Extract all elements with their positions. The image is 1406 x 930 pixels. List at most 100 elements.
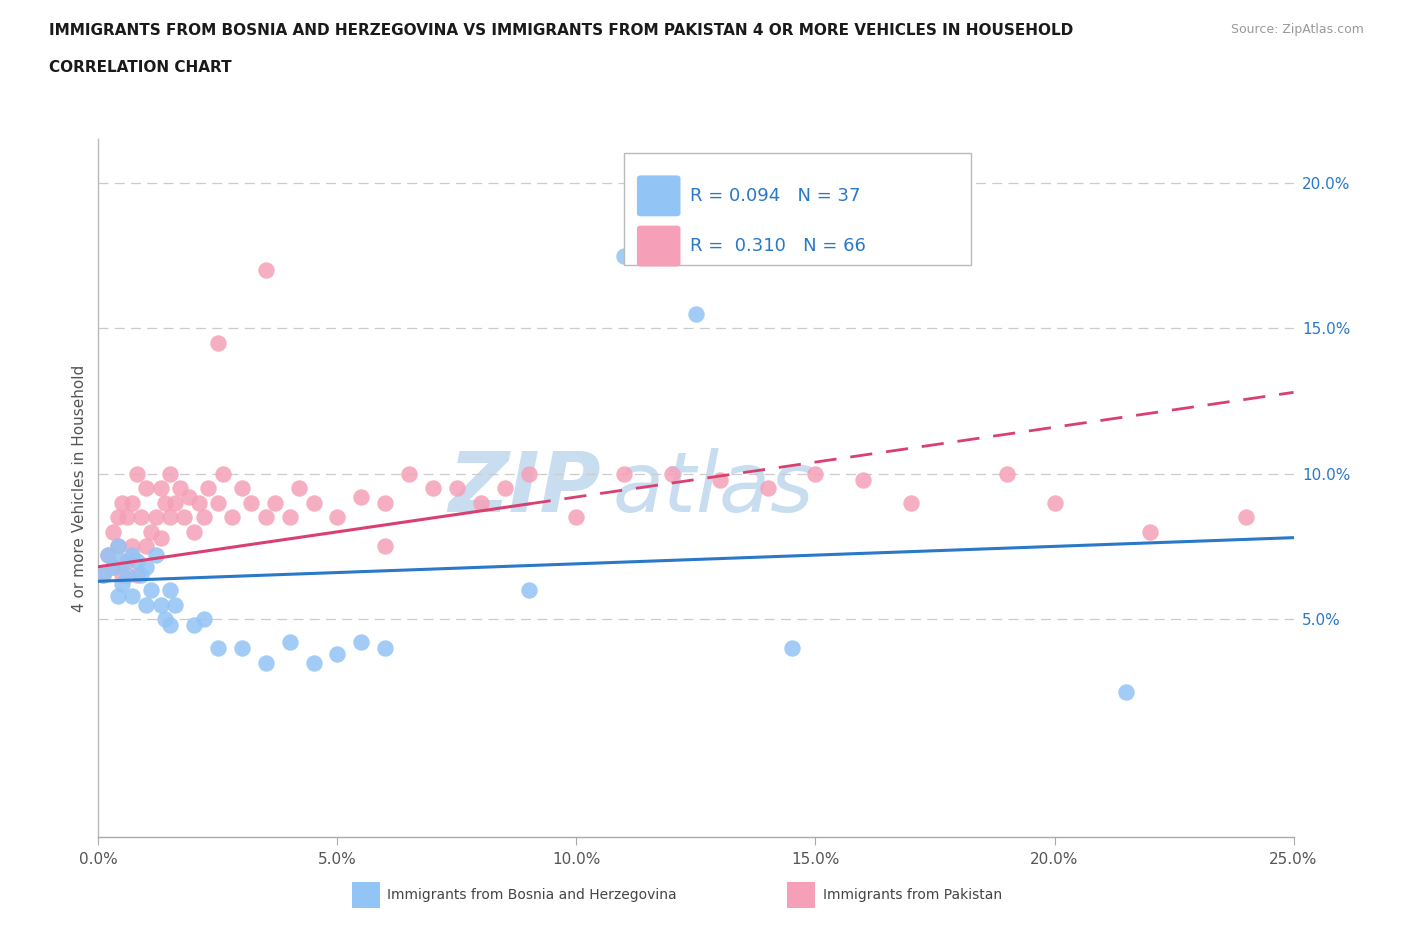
Point bbox=[121, 548, 143, 563]
Point bbox=[494, 481, 516, 496]
Point bbox=[350, 489, 373, 504]
Point bbox=[231, 481, 253, 496]
Point bbox=[207, 641, 229, 656]
Point bbox=[107, 589, 129, 604]
Point bbox=[254, 656, 277, 671]
Point bbox=[613, 466, 636, 481]
Point bbox=[221, 510, 243, 525]
Point bbox=[240, 496, 263, 511]
Point bbox=[169, 481, 191, 496]
Point bbox=[278, 635, 301, 650]
Point bbox=[900, 496, 922, 511]
Point bbox=[374, 539, 396, 554]
Point bbox=[446, 481, 468, 496]
Point bbox=[125, 466, 148, 481]
Point bbox=[121, 496, 143, 511]
Point bbox=[155, 496, 177, 511]
Point bbox=[193, 612, 215, 627]
Point bbox=[115, 553, 138, 568]
Point bbox=[91, 568, 114, 583]
Point bbox=[207, 336, 229, 351]
Point bbox=[107, 510, 129, 525]
Point bbox=[1115, 684, 1137, 699]
Point bbox=[422, 481, 444, 496]
Point bbox=[254, 263, 277, 278]
Point bbox=[302, 656, 325, 671]
Point bbox=[685, 307, 707, 322]
Point bbox=[756, 481, 779, 496]
Point bbox=[398, 466, 420, 481]
Text: Source: ZipAtlas.com: Source: ZipAtlas.com bbox=[1230, 23, 1364, 36]
Point bbox=[470, 496, 492, 511]
Point bbox=[1234, 510, 1257, 525]
Point bbox=[149, 481, 172, 496]
Point bbox=[135, 539, 157, 554]
Point bbox=[197, 481, 219, 496]
Point bbox=[149, 597, 172, 612]
Point bbox=[163, 597, 186, 612]
Point bbox=[121, 539, 143, 554]
Point bbox=[135, 559, 157, 574]
Point bbox=[145, 548, 167, 563]
Point bbox=[139, 525, 162, 539]
Point bbox=[101, 525, 124, 539]
Point bbox=[780, 641, 803, 656]
Point bbox=[1043, 496, 1066, 511]
Point bbox=[97, 548, 120, 563]
Point bbox=[135, 597, 157, 612]
Point bbox=[131, 510, 153, 525]
Point bbox=[111, 577, 134, 591]
Text: IMMIGRANTS FROM BOSNIA AND HERZEGOVINA VS IMMIGRANTS FROM PAKISTAN 4 OR MORE VEH: IMMIGRANTS FROM BOSNIA AND HERZEGOVINA V… bbox=[49, 23, 1073, 38]
Text: CORRELATION CHART: CORRELATION CHART bbox=[49, 60, 232, 75]
Point bbox=[264, 496, 287, 511]
Point bbox=[145, 510, 167, 525]
Point bbox=[111, 553, 134, 568]
Point bbox=[131, 568, 153, 583]
Point bbox=[288, 481, 311, 496]
Point bbox=[183, 525, 205, 539]
Point bbox=[661, 466, 683, 481]
Point bbox=[111, 496, 134, 511]
Point bbox=[173, 510, 195, 525]
Point bbox=[121, 589, 143, 604]
Point bbox=[159, 510, 181, 525]
Y-axis label: 4 or more Vehicles in Household: 4 or more Vehicles in Household bbox=[72, 365, 87, 612]
Point bbox=[193, 510, 215, 525]
Point bbox=[1139, 525, 1161, 539]
Text: atlas: atlas bbox=[613, 447, 814, 529]
Point bbox=[613, 248, 636, 263]
Point bbox=[804, 466, 827, 481]
Point bbox=[101, 559, 124, 574]
Point bbox=[187, 496, 209, 511]
Point bbox=[163, 496, 186, 511]
Point bbox=[97, 548, 120, 563]
Point bbox=[326, 646, 349, 661]
Point bbox=[995, 466, 1018, 481]
Point bbox=[231, 641, 253, 656]
Point bbox=[135, 481, 157, 496]
Point bbox=[374, 641, 396, 656]
Text: R =  0.310   N = 66: R = 0.310 N = 66 bbox=[690, 237, 866, 255]
Text: Immigrants from Pakistan: Immigrants from Pakistan bbox=[823, 887, 1001, 902]
Point bbox=[101, 559, 124, 574]
Point bbox=[183, 618, 205, 632]
Point bbox=[159, 582, 181, 597]
Point bbox=[139, 582, 162, 597]
Point bbox=[326, 510, 349, 525]
Point bbox=[91, 568, 114, 583]
Point bbox=[149, 530, 172, 545]
Point bbox=[115, 510, 138, 525]
Point bbox=[374, 496, 396, 511]
Point bbox=[207, 496, 229, 511]
Point bbox=[111, 568, 134, 583]
Point bbox=[107, 539, 129, 554]
Point bbox=[107, 539, 129, 554]
Point bbox=[179, 489, 201, 504]
Point bbox=[159, 466, 181, 481]
Point bbox=[852, 472, 875, 487]
Point bbox=[565, 510, 588, 525]
Point bbox=[517, 582, 540, 597]
Point bbox=[254, 510, 277, 525]
Point bbox=[350, 635, 373, 650]
Point bbox=[517, 466, 540, 481]
